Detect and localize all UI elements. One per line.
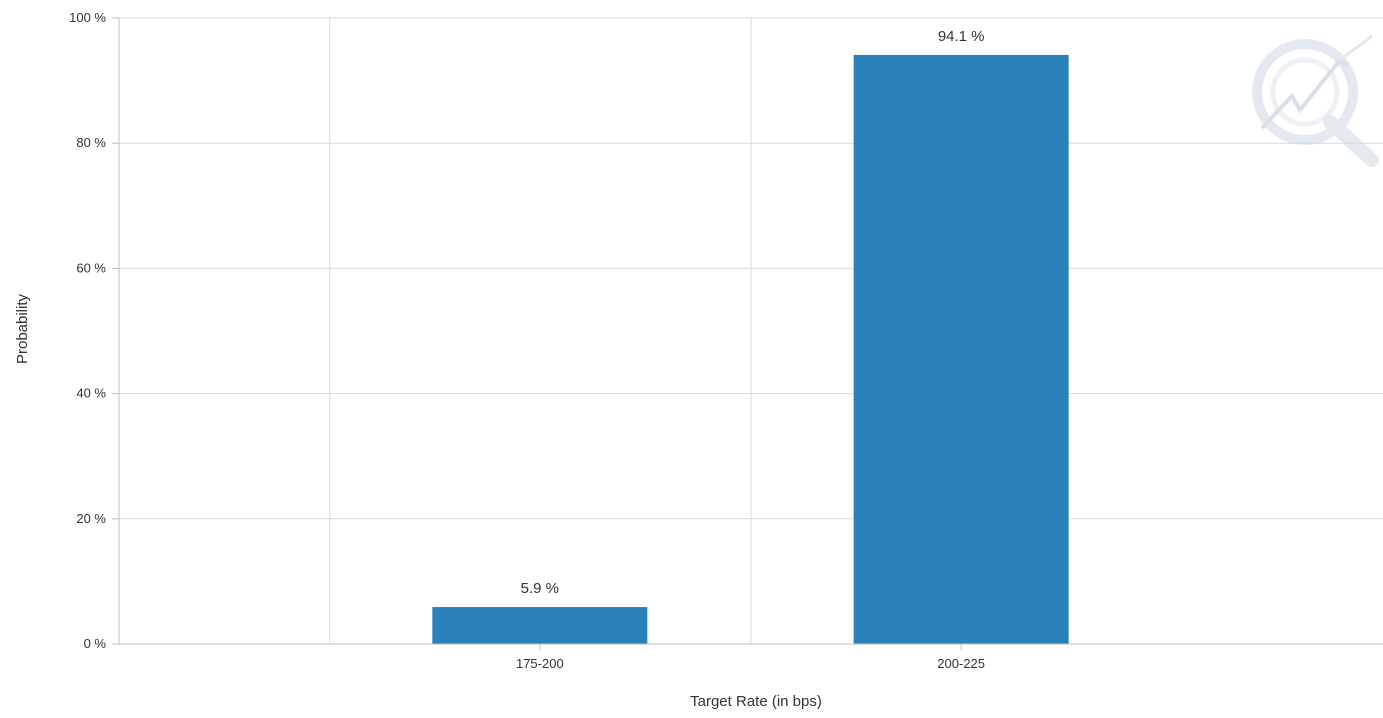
- y-tick-label: 20 %: [76, 511, 106, 526]
- y-axis-title: Probability: [14, 293, 31, 364]
- labels: 0 % 20 % 40 % 60 % 80 % 100 % 5.9 % 175-200 94.1…: [69, 10, 985, 671]
- axes: [112, 17, 1383, 650]
- bar-value-label: 5.9 %: [521, 580, 559, 597]
- y-tick-label: 0 %: [84, 636, 107, 651]
- bar-175-200: [432, 607, 648, 644]
- x-tick-label: 200-225: [937, 656, 985, 671]
- bars: [432, 54, 1069, 644]
- bar-200-225: [853, 54, 1069, 644]
- bar-value-label: 94.1 %: [938, 28, 985, 45]
- y-tick-label: 100 %: [69, 10, 106, 25]
- x-axis-title: Target Rate (in bps): [690, 693, 822, 710]
- gridlines: [119, 17, 1383, 644]
- x-tick-label: 175-200: [516, 656, 564, 671]
- y-tick-label: 60 %: [76, 260, 106, 275]
- y-tick-label: 40 %: [76, 386, 106, 401]
- y-tick-label: 80 %: [76, 135, 106, 150]
- logo-watermark-icon: [1252, 34, 1379, 167]
